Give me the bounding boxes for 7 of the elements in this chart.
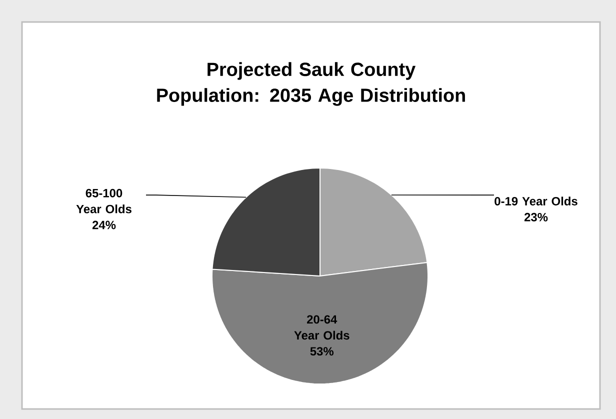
slice-label: 0-19 Year Olds xyxy=(494,196,578,206)
data-label: 53% xyxy=(310,347,334,356)
chart-title: Projected Sauk County Population: 2035 Age Distribution xyxy=(157,62,465,106)
slice-label: 65-100 Year Olds xyxy=(76,188,132,214)
slice-label: 20-64 Year Olds xyxy=(294,315,350,340)
data-label: 24% xyxy=(92,220,116,230)
data-label: 23% xyxy=(524,212,548,222)
